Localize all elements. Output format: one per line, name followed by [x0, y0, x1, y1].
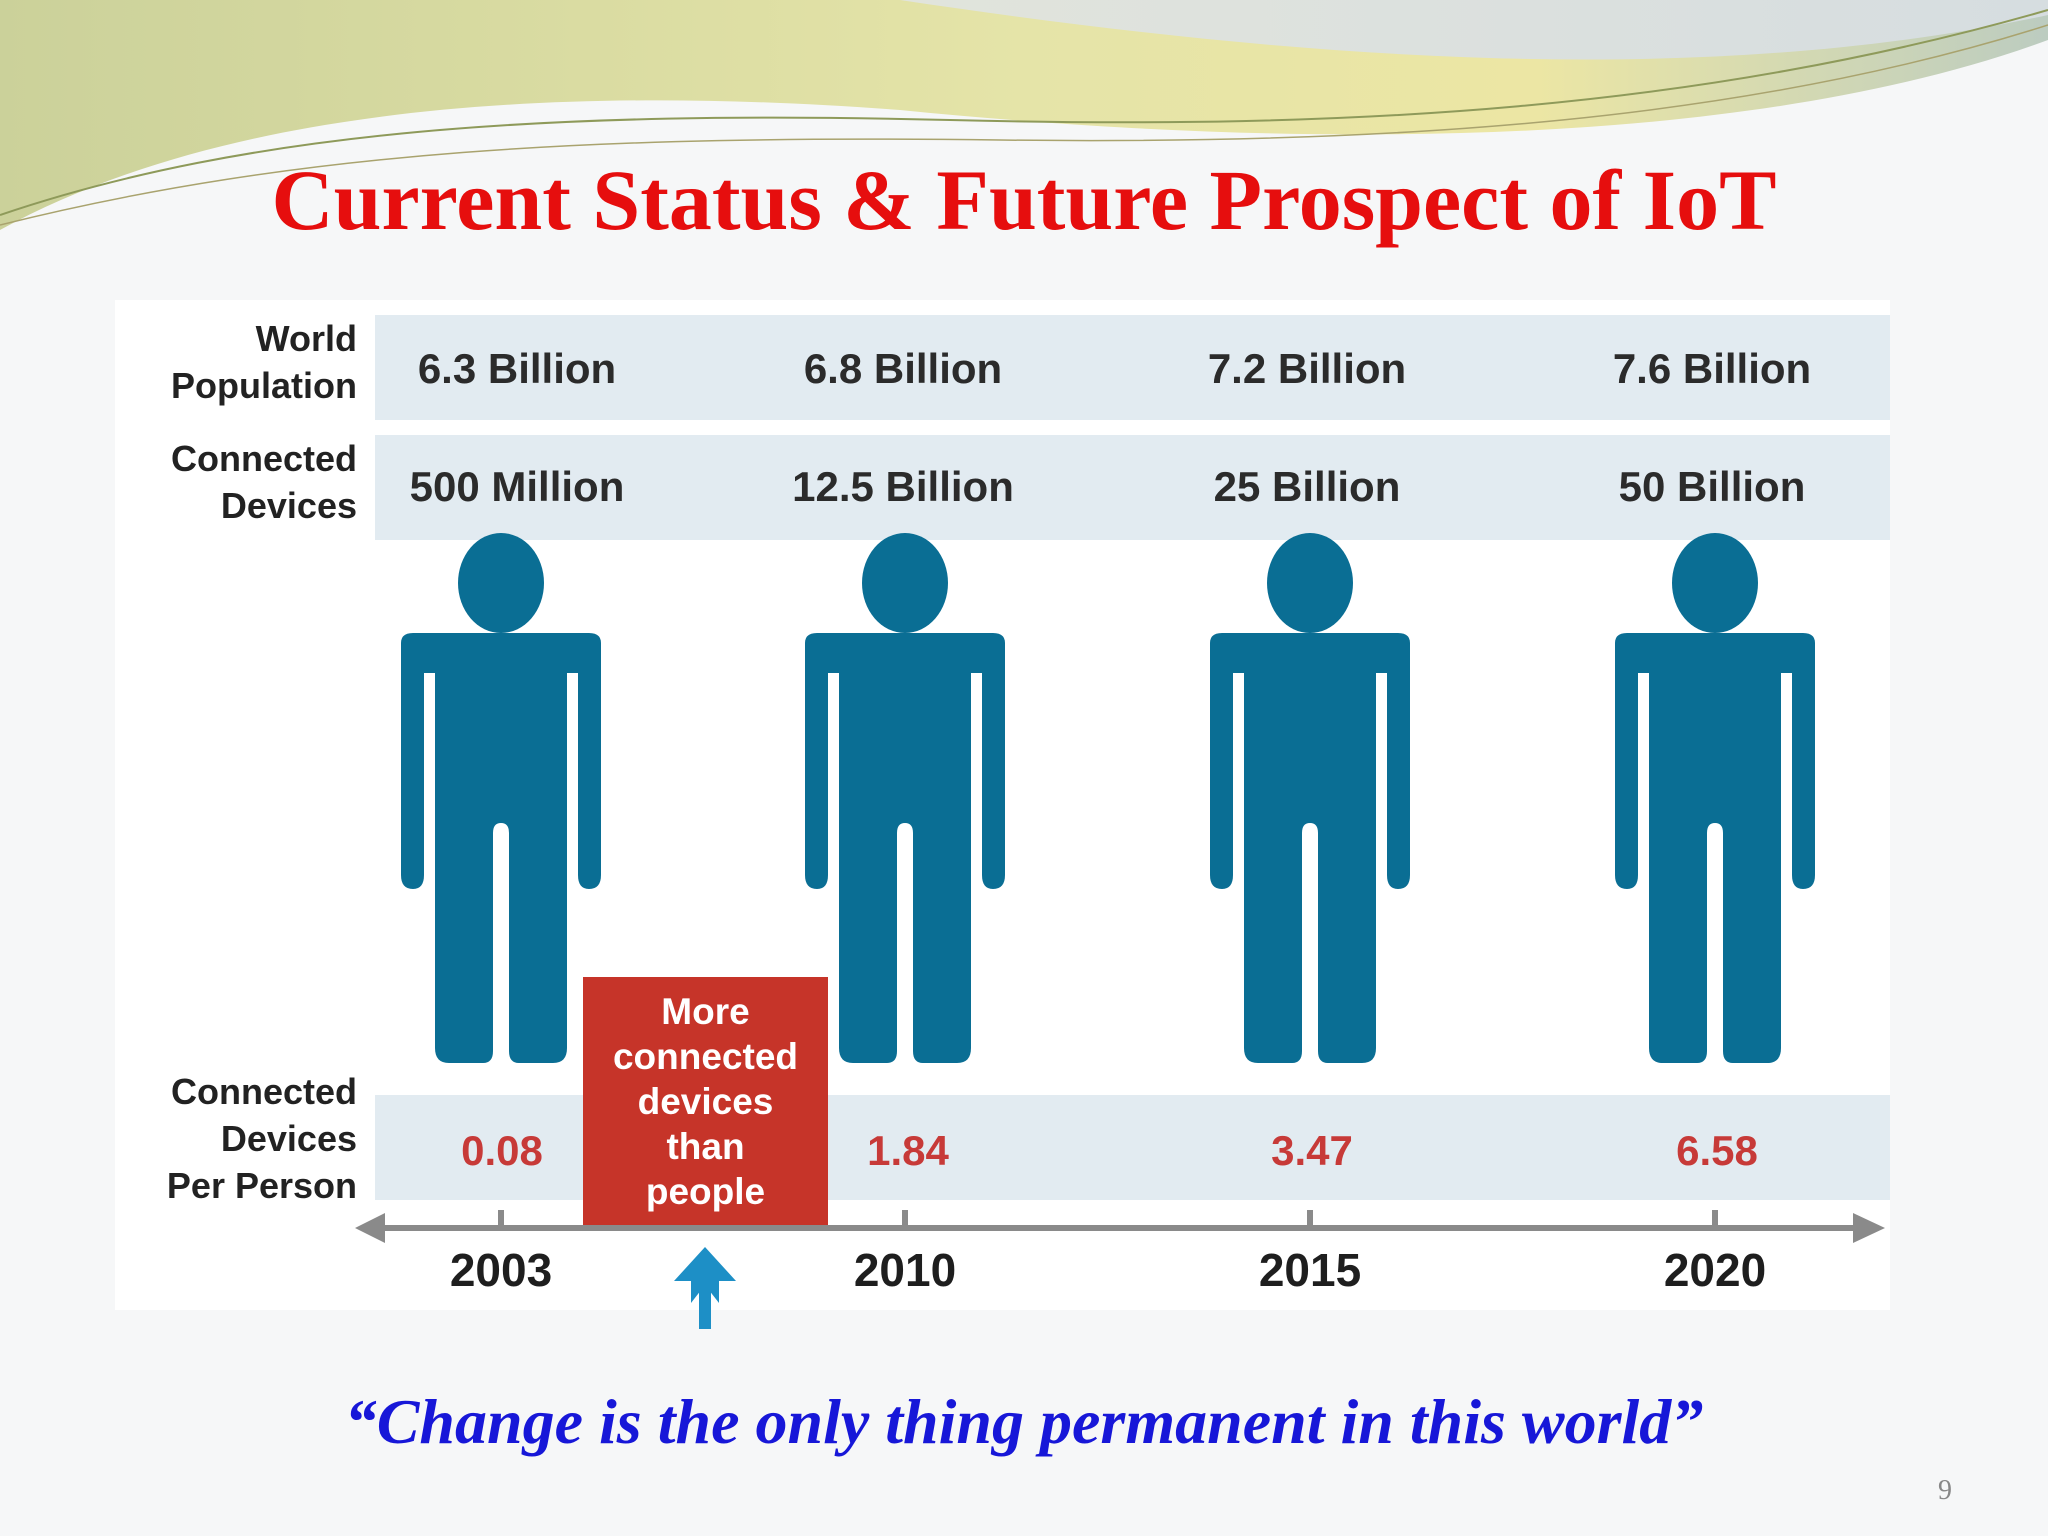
per-person-2020: 6.58	[1676, 1127, 1758, 1174]
iot-infographic: World Population Connected Devices Conne…	[115, 300, 1890, 1310]
timeline-left-arrowhead	[355, 1213, 385, 1243]
population-2015: 7.2 Billion	[1207, 345, 1407, 392]
page-number: 9	[1938, 1475, 1952, 1506]
person-icon	[1210, 533, 1410, 1063]
timeline-axis	[355, 1210, 1885, 1329]
per-person-2003: 0.08	[461, 1127, 543, 1174]
callout-more-devices-than-people: More connected devices than people	[583, 977, 828, 1225]
callout-text: More connected devices than people	[612, 990, 799, 1212]
person-icon	[1615, 533, 1815, 1063]
population-2020: 7.6 Billion	[1612, 345, 1812, 392]
year-2010: 2010	[853, 1244, 957, 1296]
person-icon	[805, 533, 1005, 1063]
per-person-2015: 3.47	[1271, 1127, 1353, 1174]
slide-title: Current Status & Future Prospect of IoT	[271, 152, 1777, 248]
row-label-per-person: Connected Devices Per Person	[166, 1071, 357, 1206]
year-2003: 2003	[449, 1244, 553, 1296]
year-2020: 2020	[1663, 1244, 1767, 1296]
per-person-2010: 1.84	[867, 1127, 949, 1174]
population-2003: 6.3 Billion	[417, 345, 617, 392]
year-2015: 2015	[1258, 1244, 1362, 1296]
row-label-population: World Population	[171, 318, 357, 406]
up-arrow-icon	[674, 1247, 736, 1329]
header-swoosh-decoration	[0, 0, 2048, 260]
devices-2003: 500 Million	[409, 463, 625, 510]
population-band	[375, 315, 1890, 420]
quote: “Change is the only thing permanent in t…	[344, 1386, 1704, 1457]
devices-2015: 25 Billion	[1213, 463, 1401, 510]
devices-band	[375, 435, 1890, 540]
devices-2010: 12.5 Billion	[792, 463, 1014, 510]
population-2010: 6.8 Billion	[803, 345, 1003, 392]
row-label-devices: Connected Devices	[170, 438, 357, 526]
timeline-right-arrowhead	[1853, 1213, 1885, 1243]
person-icon	[401, 533, 601, 1063]
devices-2020: 50 Billion	[1618, 463, 1806, 510]
